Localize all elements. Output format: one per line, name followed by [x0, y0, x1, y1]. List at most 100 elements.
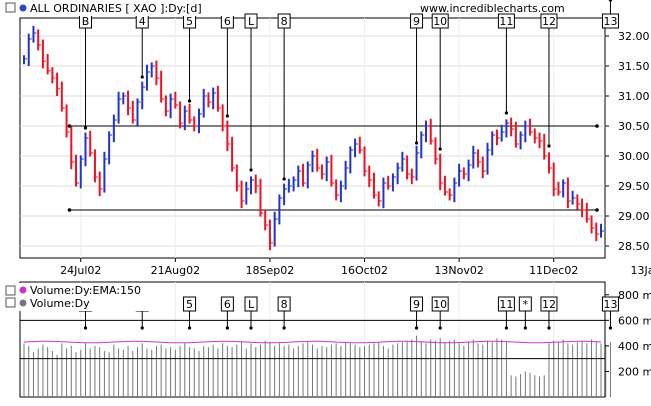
volume-marker-tip [414, 326, 419, 330]
date-tick-label: 16Oct02 [341, 264, 388, 277]
trend-line-end [595, 124, 599, 128]
legend-dot-icon [19, 299, 27, 307]
price-marker-box [601, 13, 619, 29]
date-tick-label: 13Jan03 [631, 264, 651, 277]
price-marker-box [410, 13, 424, 29]
price-marker-label: 9 [413, 15, 420, 28]
price-marker-tip [187, 99, 192, 103]
price-panel-frame [19, 17, 606, 259]
price-marker-label: 8 [281, 15, 288, 28]
price-marker-tip [249, 168, 253, 172]
volume-marker-label: L [248, 298, 255, 311]
volume-marker-box [244, 296, 258, 312]
volume-marker-box [497, 296, 515, 312]
price-marker-label: 10 [433, 15, 447, 28]
volume-marker-tip [504, 326, 509, 330]
price-tick-label: 30.50 [618, 120, 650, 133]
volume-marker-tip [83, 326, 88, 330]
legend-checkbox[interactable] [5, 297, 16, 308]
date-tick-label: 24Jul02 [60, 264, 101, 277]
price-marker-box [497, 13, 515, 29]
volume-marker-box [431, 296, 449, 312]
volume-marker-tip [608, 326, 613, 330]
date-tick-label: 21Aug02 [151, 264, 200, 277]
price-marker-tip [547, 144, 551, 148]
volume-ema-line [23, 340, 602, 344]
volume-tick-label: 600 m [618, 314, 651, 327]
price-marker-label: 11 [499, 15, 513, 28]
volume-marker-box [220, 296, 234, 312]
volume-series-label: Volume:Dy [30, 297, 90, 310]
watermark: www.incrediblecharts.com [420, 2, 565, 15]
volume-tick-label: 400 m [618, 340, 651, 353]
volume-marker-box [277, 296, 291, 312]
volume-marker-tip [225, 326, 229, 330]
price-marker-tip [83, 126, 88, 130]
volume-tick-label: 200 m [618, 365, 651, 378]
volume-legend: Volume:Dy:EMA:150 Volume:Dy [4, 283, 164, 311]
volume-marker-box [183, 296, 197, 312]
price-marker-box [277, 13, 291, 29]
volume-marker-tip [249, 326, 253, 330]
volume-marker-label: 6 [224, 298, 231, 311]
volume-marker-box [410, 296, 424, 312]
price-marker-tip [608, 0, 613, 2]
volume-marker-label: 9 [413, 298, 420, 311]
price-marker-tip [140, 75, 144, 79]
price-legend-bg [4, 0, 234, 16]
price-title: ALL ORDINARIES [ XAO ]:Dy:[d] [30, 2, 202, 15]
volume-marker-label: 11 [499, 298, 513, 311]
legend-dot-icon [19, 286, 27, 294]
volume-marker-tip [187, 326, 192, 330]
volume-marker-label: 5 [186, 298, 193, 311]
volume-marker-label: * [523, 298, 529, 311]
volume-marker-box [540, 296, 558, 312]
price-tick-label: 29.50 [618, 180, 650, 193]
price-tick-label: 31.50 [618, 60, 650, 73]
price-marker-label: 5 [186, 15, 193, 28]
legend-dot-icon [19, 4, 27, 12]
price-marker-box [540, 13, 558, 29]
price-marker-tip [225, 114, 229, 118]
volume-legend-bg [4, 283, 164, 311]
volume-marker-tip [282, 326, 286, 330]
price-marker-tip [282, 177, 286, 181]
price-marker-box [431, 13, 449, 29]
volume-ema-series-label: Volume:Dy:EMA:150 [30, 284, 141, 297]
date-tick-label: 13Nov02 [434, 264, 483, 277]
price-marker-label: 6 [224, 15, 231, 28]
price-marker-tip [438, 147, 442, 151]
volume-marker-label: 8 [281, 298, 288, 311]
volume-tick-label: 800 m [618, 289, 651, 302]
price-tick-label: 29.00 [618, 210, 650, 223]
price-marker-label: 13 [603, 15, 617, 28]
price-marker-box [244, 13, 258, 29]
price-marker-label: 12 [542, 15, 556, 28]
volume-marker-tip [438, 326, 442, 330]
legend-checkbox[interactable] [5, 2, 16, 13]
price-marker-label: L [248, 15, 255, 28]
trend-line-end [595, 208, 599, 212]
price-tick-label: 31.00 [618, 90, 650, 103]
legend-checkbox[interactable] [5, 285, 16, 296]
price-marker-tip [414, 141, 419, 145]
trend-line-start [67, 208, 72, 212]
price-marker-label: B [82, 15, 90, 28]
price-legend: ALL ORDINARIES [ XAO ]:Dy:[d] [4, 0, 234, 16]
volume-marker-label: 13 [603, 298, 617, 311]
volume-marker-label: 12 [542, 298, 556, 311]
price-marker-label: 4 [139, 15, 146, 28]
volume-marker-tip [140, 326, 144, 330]
volume-marker-tip [547, 326, 551, 330]
volume-marker-box [518, 296, 532, 312]
volume-marker-tip [523, 326, 527, 330]
volume-marker-label: 10 [433, 298, 447, 311]
price-tick-label: 30.00 [618, 150, 650, 163]
price-tick-label: 28.50 [618, 240, 650, 253]
price-panel: B 4 5 6 L 8 9 10 11 12 13 28.50 29.00 29.50 30.00 30.5… [4, 0, 651, 277]
volume-marker-box [601, 296, 619, 312]
date-tick-label: 18Sep02 [246, 264, 295, 277]
date-tick-label: 11Dec02 [529, 264, 578, 277]
